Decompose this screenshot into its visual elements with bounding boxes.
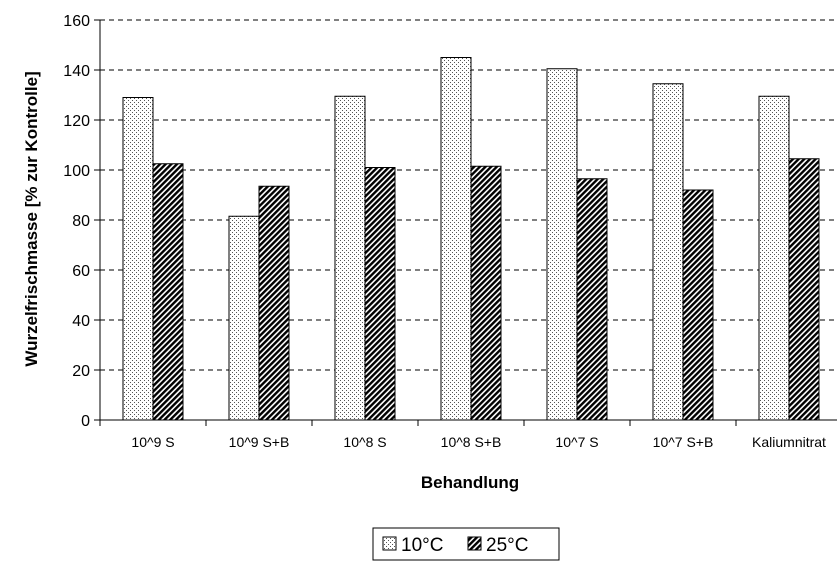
y-tick-label: 160 — [63, 13, 90, 30]
bar-10c — [228, 215, 260, 421]
y-tick-label: 120 — [63, 113, 90, 130]
x-axis-label: Behandlung — [421, 473, 519, 492]
y-axis-label: Wurzelfrischmasse [% zur Kontrolle] — [22, 71, 41, 366]
legend: 10°C 25°C — [372, 527, 560, 561]
bar-10c — [758, 95, 790, 421]
y-tick-label: 40 — [72, 313, 90, 330]
bar-25c — [152, 163, 184, 421]
y-tick-label: 0 — [81, 413, 90, 430]
y-tick-label: 20 — [72, 363, 90, 380]
x-tick-label: 10^9 S — [131, 434, 174, 450]
bar-25c — [258, 185, 290, 421]
y-tick-label: 140 — [63, 63, 90, 80]
bars — [122, 57, 820, 421]
x-tick-label: 10^8 S — [343, 434, 386, 450]
bar-10c — [440, 57, 472, 421]
y-tick-label: 60 — [72, 263, 90, 280]
bar-25c — [682, 189, 714, 421]
bar-25c — [470, 165, 502, 421]
x-tick-label: 10^8 S+B — [441, 434, 502, 450]
legend-label: 25°C — [486, 535, 528, 556]
axes: 0 20 40 60 80 100 120 140 160 10^9 S 10^9 S+B 10^8 … — [63, 13, 837, 450]
y-tick-label: 100 — [63, 163, 90, 180]
bar-10c — [546, 68, 578, 421]
bar-25c — [788, 158, 820, 421]
legend-swatch — [382, 536, 397, 551]
bar-10c — [334, 95, 366, 421]
bar-10c — [652, 83, 684, 421]
y-tick-label: 80 — [72, 213, 90, 230]
x-tick-label: 10^7 S — [555, 434, 598, 450]
x-tick-label: Kaliumnitrat — [752, 434, 826, 450]
legend-swatch — [467, 536, 482, 551]
x-tick-label: 10^9 S+B — [229, 434, 290, 450]
legend-box — [372, 527, 560, 561]
x-tick-label: 10^7 S+B — [653, 434, 714, 450]
legend-label: 10°C — [401, 535, 443, 556]
bar-25c — [364, 167, 396, 421]
gridlines — [100, 19, 837, 371]
bar-10c — [122, 97, 154, 421]
bar-25c — [576, 178, 608, 421]
